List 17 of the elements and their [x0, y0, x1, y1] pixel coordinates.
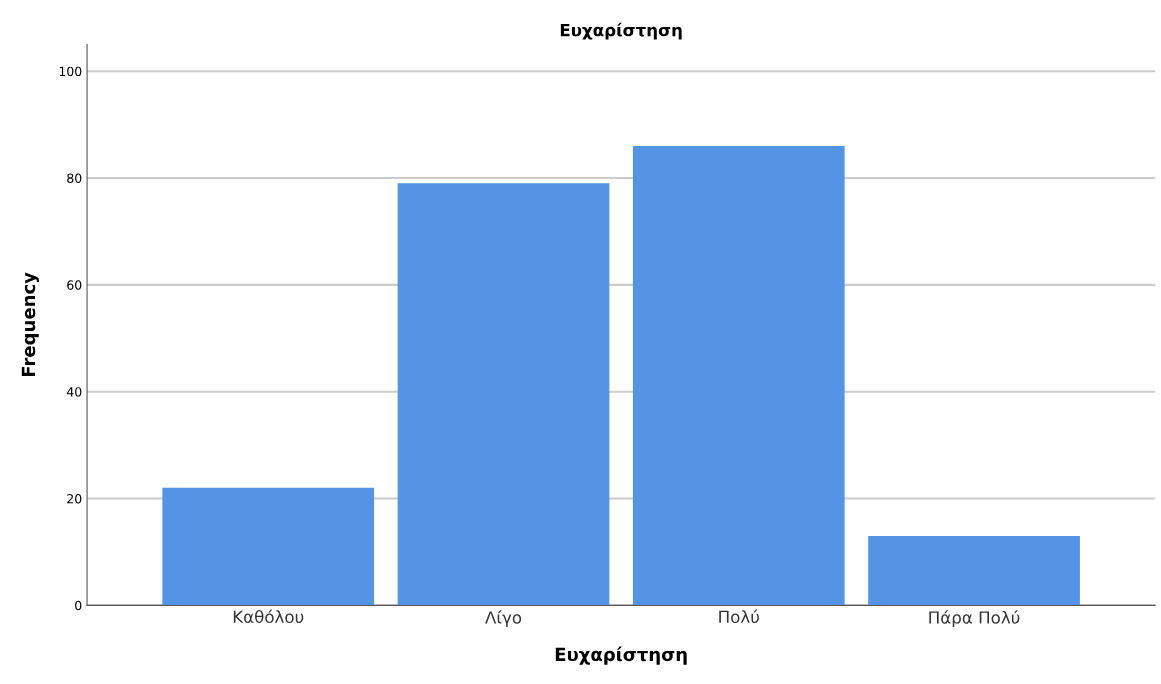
chart-title: Ευχαρίστηση — [560, 22, 682, 40]
bar — [632, 145, 845, 606]
bar — [868, 535, 1080, 606]
y-axis-title: Frequency — [21, 272, 39, 377]
x-tick-label: Πάρα Πολύ — [929, 610, 1020, 627]
bar — [397, 183, 610, 606]
y-tick-label: 20 — [67, 493, 82, 504]
y-tick-label: 100 — [59, 66, 82, 77]
y-tick-label: 0 — [75, 600, 82, 611]
bar — [162, 487, 375, 606]
y-tick-label: 40 — [66, 387, 82, 397]
x-tick-label: Πολύ — [719, 609, 759, 624]
x-tick-label: Καθόλου — [233, 609, 304, 624]
y-tick-label: 60 — [67, 280, 82, 290]
y-tick-label: 80 — [67, 173, 82, 183]
x-axis-title: Ευχαρίστηση — [555, 646, 687, 665]
x-tick-label: Λίγο — [485, 610, 522, 627]
